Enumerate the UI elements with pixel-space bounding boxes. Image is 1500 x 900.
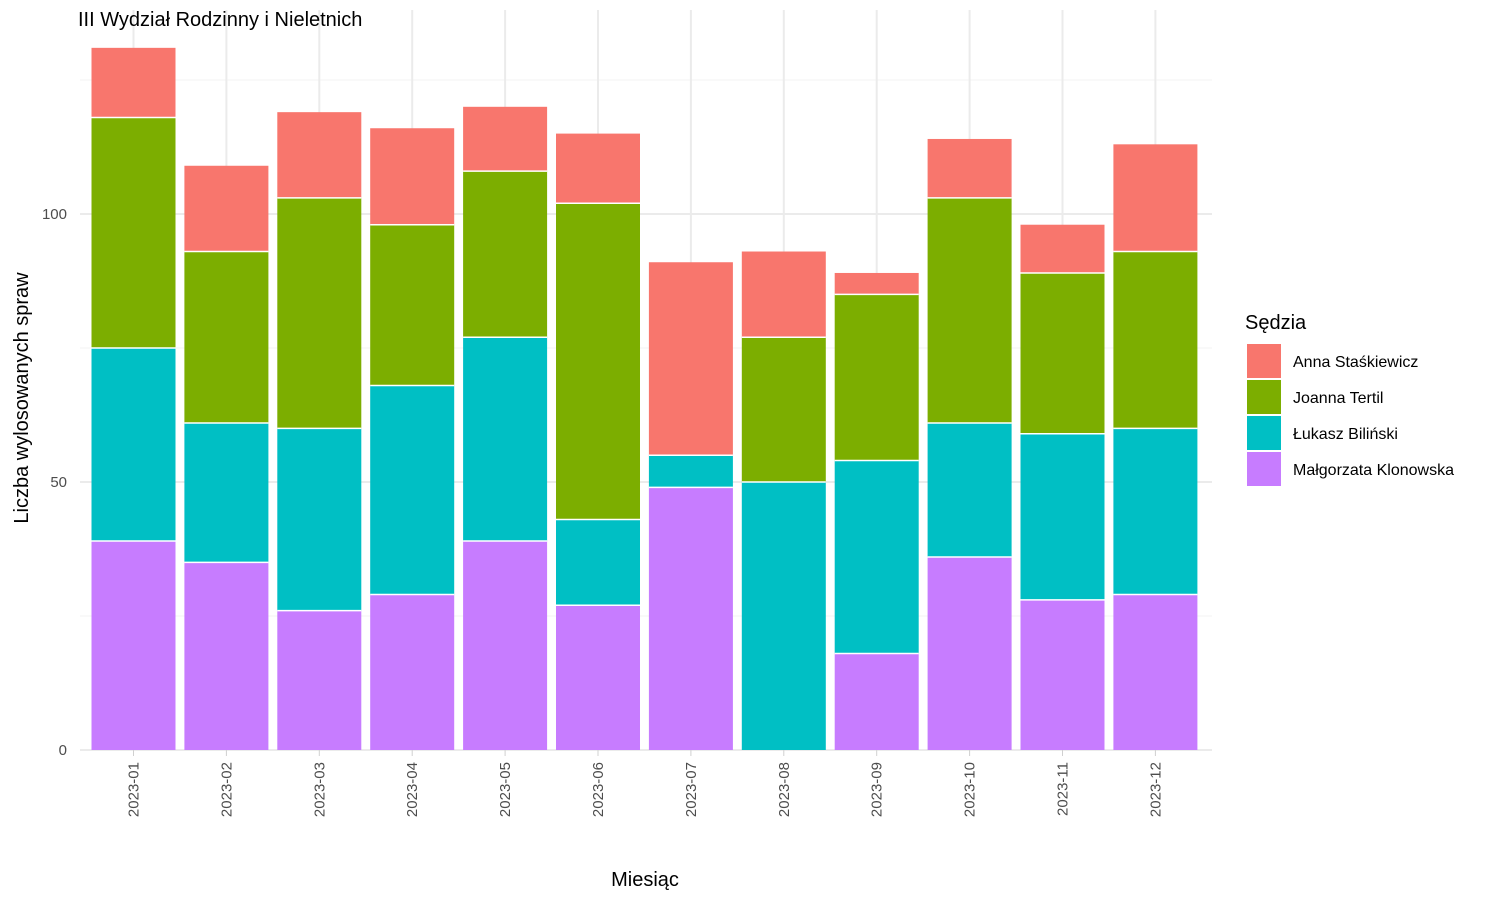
legend-swatch xyxy=(1247,380,1281,414)
y-tick-label: 50 xyxy=(50,474,67,491)
bar-segment xyxy=(463,171,548,338)
x-tick-label: 2023-12 xyxy=(1147,762,1164,817)
legend-title: Sędzia xyxy=(1245,312,1307,334)
legend: Sędzia Anna Staśkiewicz Joanna Tertil Łuka… xyxy=(1245,312,1454,486)
bar-segment xyxy=(834,272,919,295)
bar-segment xyxy=(91,47,176,118)
bar-segment xyxy=(277,610,362,750)
bar-segment xyxy=(370,594,455,750)
y-axis-title: Liczba wylosowanych spraw xyxy=(11,272,33,524)
bar-segment xyxy=(834,294,919,461)
bar-segment xyxy=(184,423,269,563)
x-tick-label: 2023-08 xyxy=(776,762,793,817)
bar-segment xyxy=(556,133,640,204)
bar-segment xyxy=(1020,433,1105,600)
bar-segment xyxy=(927,197,1012,424)
legend-label: Anna Staśkiewicz xyxy=(1293,354,1418,371)
bar-segment xyxy=(277,428,362,611)
x-tick-label: 2023-04 xyxy=(404,762,421,817)
y-tick-label: 100 xyxy=(42,206,67,223)
bar-segment xyxy=(277,197,362,429)
bar-segment xyxy=(184,251,269,424)
bar-segment xyxy=(370,128,455,225)
bar-segment xyxy=(277,112,362,198)
x-tick-label: 2023-07 xyxy=(683,762,700,817)
legend-swatch xyxy=(1247,452,1281,486)
bar-segment xyxy=(1113,428,1198,595)
bar-segment xyxy=(463,540,548,750)
bar-segment xyxy=(556,605,640,750)
bar-segment xyxy=(741,251,826,338)
x-axis: 2023-01 2023-02 2023-03 2023-04 2023-05 2023-… xyxy=(126,750,1164,817)
bar-segment xyxy=(184,165,269,252)
bar-segment xyxy=(741,482,826,750)
bar-segment xyxy=(927,423,1012,558)
x-tick-label: 2023-05 xyxy=(497,762,514,817)
bar-segment xyxy=(1113,594,1198,750)
bar-segment xyxy=(1020,599,1105,750)
bar-segment xyxy=(556,203,640,520)
bar-segment xyxy=(741,337,826,482)
bar-segment xyxy=(834,460,919,654)
bar-segment xyxy=(463,337,548,541)
bar-segment xyxy=(556,519,640,606)
bar-segment xyxy=(648,455,733,488)
legend-label: Joanna Tertil xyxy=(1293,390,1383,407)
bar-segment xyxy=(91,540,176,750)
bar-segment xyxy=(834,653,919,750)
bar-segment xyxy=(648,262,733,456)
bar-segment xyxy=(1020,272,1105,434)
legend-swatch xyxy=(1247,344,1281,378)
x-tick-label: 2023-10 xyxy=(962,762,979,817)
x-axis-title: Miesiąc xyxy=(611,869,679,891)
bar-segment xyxy=(370,224,455,386)
y-axis: 0 50 100 xyxy=(42,206,67,759)
x-tick-label: 2023-11 xyxy=(1055,762,1072,816)
x-tick-label: 2023-03 xyxy=(311,762,328,817)
bar-segment xyxy=(1113,251,1198,429)
bar-segment xyxy=(927,557,1012,750)
chart-title: III Wydział Rodzinny i Nieletnich xyxy=(78,9,362,31)
bar-segment xyxy=(927,138,1012,198)
y-tick-label: 0 xyxy=(59,742,67,759)
legend-swatch xyxy=(1247,416,1281,450)
bar-segment xyxy=(463,106,548,172)
legend-label: Łukasz Biliński xyxy=(1293,426,1398,443)
bar-segment xyxy=(370,385,455,595)
bar-segment xyxy=(648,487,733,750)
bar-segment xyxy=(1020,224,1105,273)
x-tick-label: 2023-01 xyxy=(126,762,143,817)
bar-segment xyxy=(91,348,176,541)
x-tick-label: 2023-02 xyxy=(218,762,235,817)
x-tick-label: 2023-09 xyxy=(869,762,886,817)
bar-segment xyxy=(1113,144,1198,252)
bars xyxy=(91,47,1198,750)
x-tick-label: 2023-06 xyxy=(590,762,607,817)
bar-segment xyxy=(184,562,269,750)
legend-label: Małgorzata Klonowska xyxy=(1293,462,1454,479)
bar-segment xyxy=(91,117,176,349)
